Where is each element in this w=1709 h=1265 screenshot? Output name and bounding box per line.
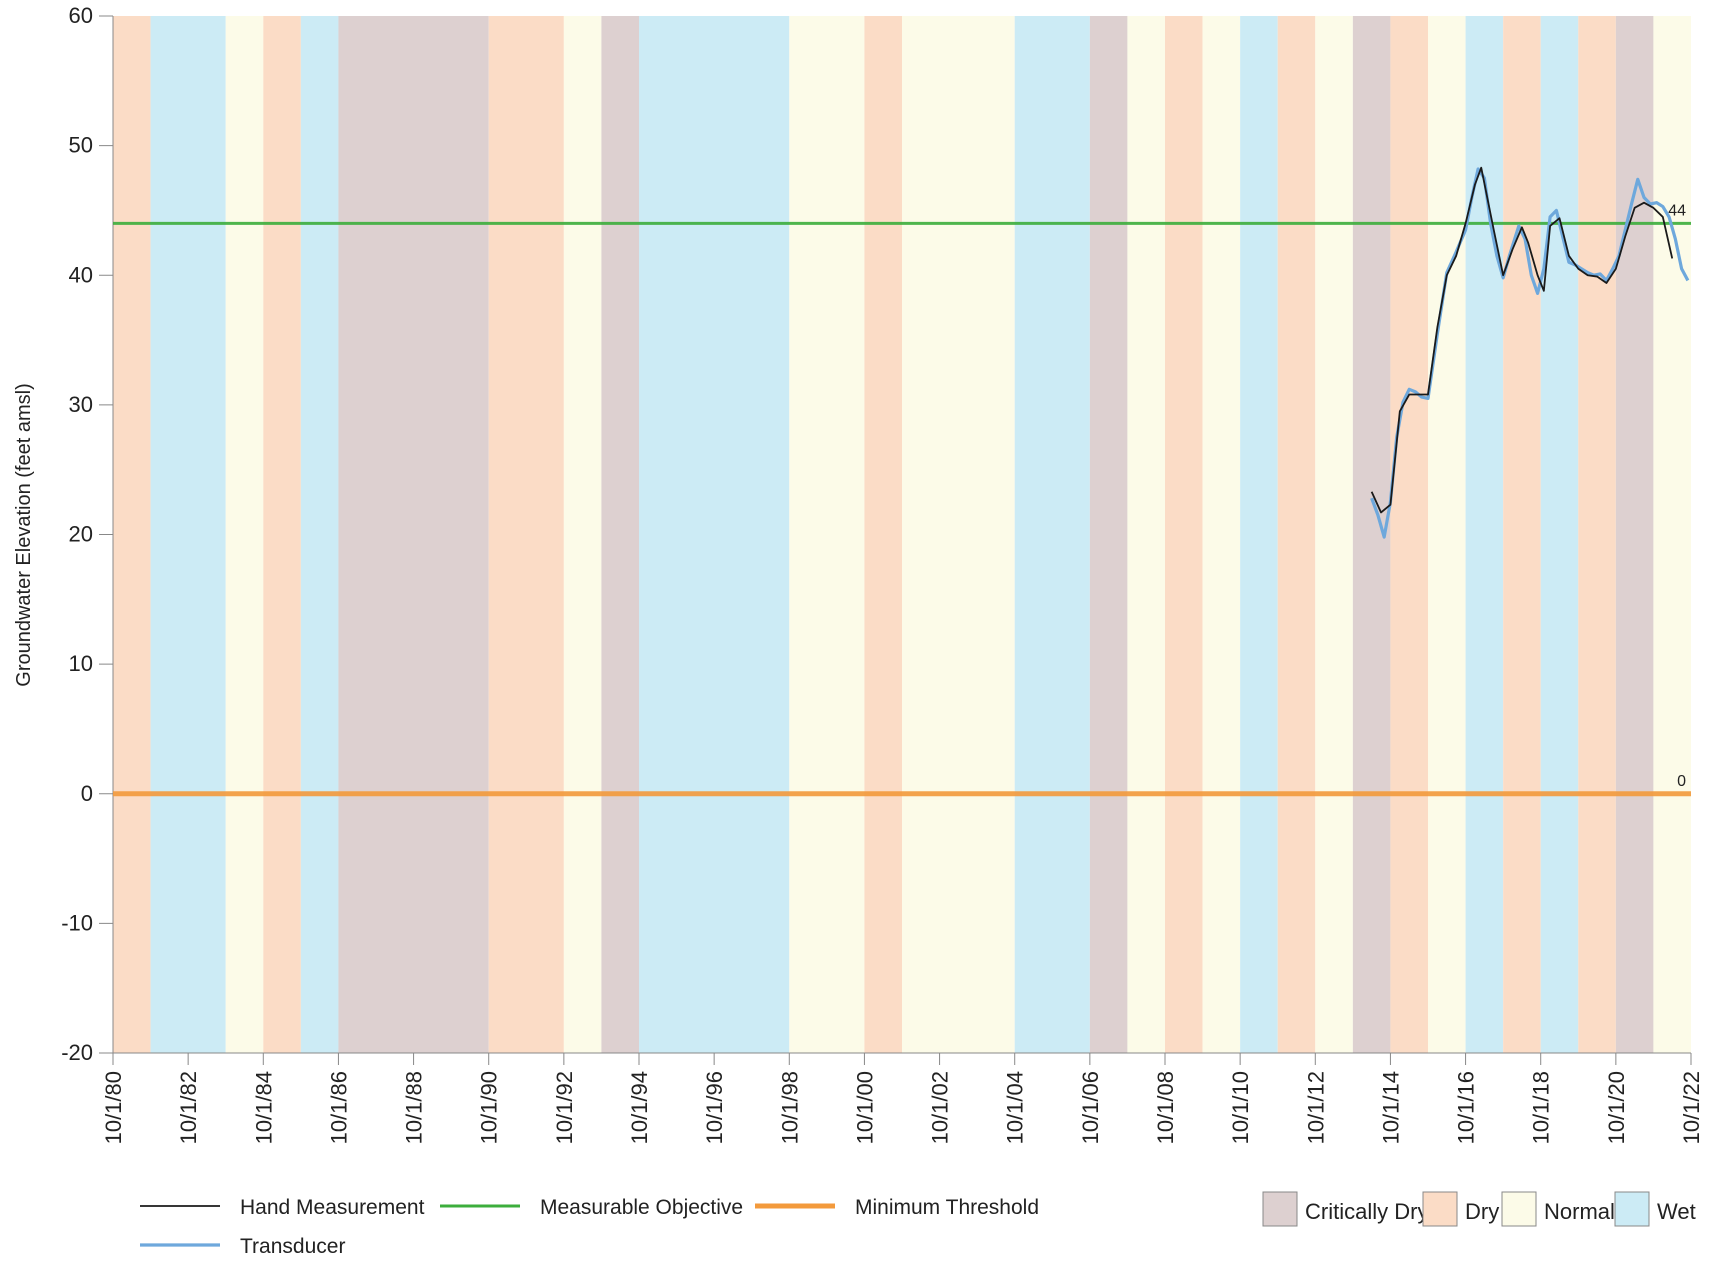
x-tick-label: 10/1/82 — [176, 1071, 201, 1144]
water-year-band — [1089, 16, 1128, 1053]
water-year-band — [1465, 16, 1504, 1053]
y-tick-label: 0 — [81, 781, 93, 806]
water-year-band — [1503, 16, 1541, 1053]
x-tick-label: 10/1/06 — [1078, 1071, 1103, 1144]
x-tick-label: 10/1/98 — [777, 1071, 802, 1144]
x-tick-label: 10/1/84 — [251, 1071, 276, 1144]
water-year-band — [113, 16, 151, 1053]
y-tick-label: -10 — [61, 910, 93, 935]
y-tick-label: 20 — [69, 522, 93, 547]
water-year-band — [1165, 16, 1203, 1053]
water-year-band — [563, 16, 602, 1053]
water-year-band — [1615, 16, 1654, 1053]
y-tick-label: 30 — [69, 392, 93, 417]
water-year-band — [1653, 16, 1691, 1053]
water-year-band — [1277, 16, 1316, 1053]
x-tick-label: 10/1/90 — [477, 1071, 502, 1144]
legend-label: Dry — [1465, 1199, 1499, 1224]
legend-label: Hand Measurement — [240, 1196, 425, 1219]
legend-label: Normal — [1544, 1199, 1615, 1224]
y-tick-label: -20 — [61, 1040, 93, 1065]
water-year-band — [150, 16, 226, 1053]
water-year-band — [1014, 16, 1090, 1053]
x-tick-label: 10/1/14 — [1378, 1071, 1403, 1144]
series-line — [1370, 166, 1674, 514]
water-year-band — [1428, 16, 1466, 1053]
legend-label: Minimum Threshold — [855, 1196, 1039, 1219]
water-year-band — [1240, 16, 1278, 1053]
y-tick-label: 40 — [69, 262, 93, 287]
x-tick-label: 10/1/88 — [402, 1071, 427, 1144]
water-year-band — [864, 16, 902, 1053]
x-tick-label: 10/1/86 — [326, 1071, 351, 1144]
x-tick-label: 10/1/16 — [1454, 1071, 1479, 1144]
water-year-band — [601, 16, 639, 1053]
y-tick-label: 60 — [69, 3, 93, 28]
legend-label: Measurable Objective — [540, 1196, 743, 1219]
water-year-band — [488, 16, 564, 1053]
x-tick-label: 10/1/20 — [1604, 1071, 1629, 1144]
x-tick-label: 10/1/22 — [1679, 1071, 1704, 1144]
x-tick-label: 10/1/18 — [1529, 1071, 1554, 1144]
legend-label: Wet — [1657, 1199, 1696, 1224]
water-year-band — [300, 16, 339, 1053]
x-tick-label: 10/1/02 — [928, 1071, 953, 1144]
threshold-label: 0 — [1677, 773, 1686, 790]
legend-swatch — [1422, 1191, 1458, 1227]
x-tick-label: 10/1/00 — [852, 1071, 877, 1144]
water-year-band — [789, 16, 865, 1053]
water-year-band — [1315, 16, 1353, 1053]
x-tick-label: 10/1/92 — [552, 1071, 577, 1144]
water-year-band — [1578, 16, 1616, 1053]
legend-swatch — [1262, 1191, 1298, 1227]
x-tick-label: 10/1/10 — [1228, 1071, 1253, 1144]
x-tick-label: 10/1/96 — [702, 1071, 727, 1144]
legend-label: Transducer — [240, 1235, 345, 1258]
water-year-band — [1390, 16, 1428, 1053]
y-tick-label: 50 — [69, 133, 93, 158]
legend-swatch — [1614, 1191, 1650, 1227]
series-line — [1370, 167, 1690, 539]
water-year-band — [1127, 16, 1165, 1053]
threshold-label: 44 — [1668, 202, 1686, 219]
x-tick-label: 10/1/04 — [1003, 1071, 1028, 1144]
water-year-band — [263, 16, 301, 1053]
y-axis-label: Groundwater Elevation (feet amsl) — [13, 383, 35, 686]
x-tick-label: 10/1/94 — [627, 1071, 652, 1144]
legend-swatch — [1501, 1191, 1537, 1227]
water-year-band — [902, 16, 1015, 1053]
legend-label: Critically Dry — [1305, 1199, 1428, 1224]
x-tick-label: 10/1/80 — [101, 1071, 126, 1144]
water-year-band — [1202, 16, 1241, 1053]
x-tick-label: 10/1/08 — [1153, 1071, 1178, 1144]
water-year-band — [225, 16, 264, 1053]
water-year-band — [1540, 16, 1579, 1053]
y-tick-label: 10 — [69, 651, 93, 676]
water-year-band — [338, 16, 489, 1053]
x-tick-label: 10/1/12 — [1303, 1071, 1328, 1144]
water-year-band — [639, 16, 790, 1053]
